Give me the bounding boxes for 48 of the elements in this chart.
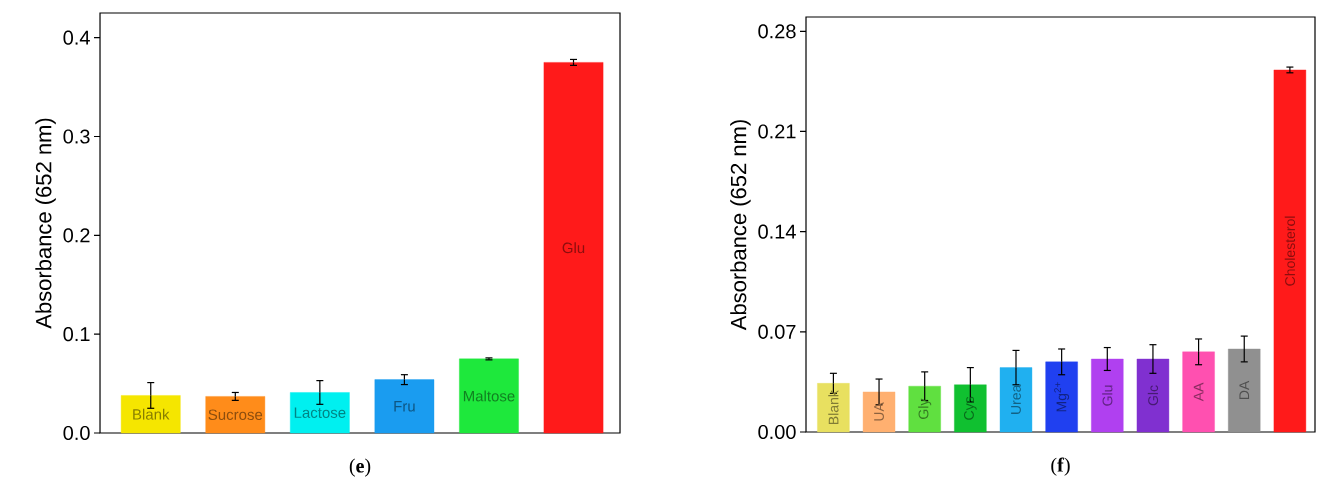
- x-tick-label: AA: [1193, 382, 1204, 402]
- bar: [817, 383, 850, 433]
- bar: [1091, 358, 1124, 433]
- bar: [1045, 361, 1078, 433]
- x-tick-label: Lactose: [294, 407, 346, 418]
- x-tick-label: Blank: [133, 408, 170, 420]
- x-tick-label: Cholesterol: [1284, 216, 1296, 286]
- bar: [205, 396, 266, 434]
- x-tick-label: Mg$^{2+}$: [1054, 382, 1070, 412]
- x-tick-label: Maltose: [463, 390, 515, 402]
- y-tick-label: 0.4: [63, 30, 90, 45]
- bar: [543, 62, 604, 434]
- y-tick-label: 0.14: [758, 224, 796, 239]
- bar: [954, 384, 987, 433]
- bar: [459, 358, 519, 434]
- y-tick-label: 0.07: [758, 324, 796, 339]
- x-tick-label: Gly: [918, 398, 932, 419]
- bar: [1228, 348, 1261, 433]
- text: (f): [1051, 457, 1070, 476]
- x-tick-label: DA: [1239, 380, 1250, 400]
- x-tick-label: Glc: [1147, 385, 1159, 406]
- x-tick-label: UA: [874, 402, 884, 421]
- bar: [290, 392, 350, 434]
- y-tick-label: 0.28: [758, 24, 796, 39]
- bar: [1182, 351, 1215, 433]
- bar: [1136, 358, 1170, 433]
- bar: [1273, 69, 1307, 433]
- text: (e): [349, 458, 371, 477]
- bar: [999, 367, 1033, 433]
- bar: [908, 385, 941, 433]
- x-tick-label: Glu: [562, 242, 585, 254]
- bar: [120, 395, 181, 434]
- y-tick-label: 0.1: [63, 327, 90, 342]
- y-tick-label: 0.0: [63, 425, 90, 441]
- y-tick-label: 0.3: [63, 129, 90, 144]
- y-tick-label: 0.00: [758, 424, 796, 440]
- x-tick-label: Blank: [828, 390, 839, 425]
- y-tick-label: 0.21: [758, 124, 796, 139]
- x-tick-label: Sucrose: [208, 409, 263, 421]
- x-tick-label: Fru: [394, 401, 415, 412]
- y-axis-title: Absorbance (652 nm): [35, 118, 56, 329]
- bar: [862, 391, 896, 433]
- x-tick-label: Urea: [1011, 384, 1021, 414]
- bar: [374, 379, 435, 434]
- x-tick-label: Cys: [963, 396, 977, 420]
- y-axis-title: Absorbance (652 nm): [730, 120, 751, 331]
- y-tick-label: 0.2: [63, 228, 90, 243]
- x-tick-label: Glu: [1102, 385, 1113, 406]
